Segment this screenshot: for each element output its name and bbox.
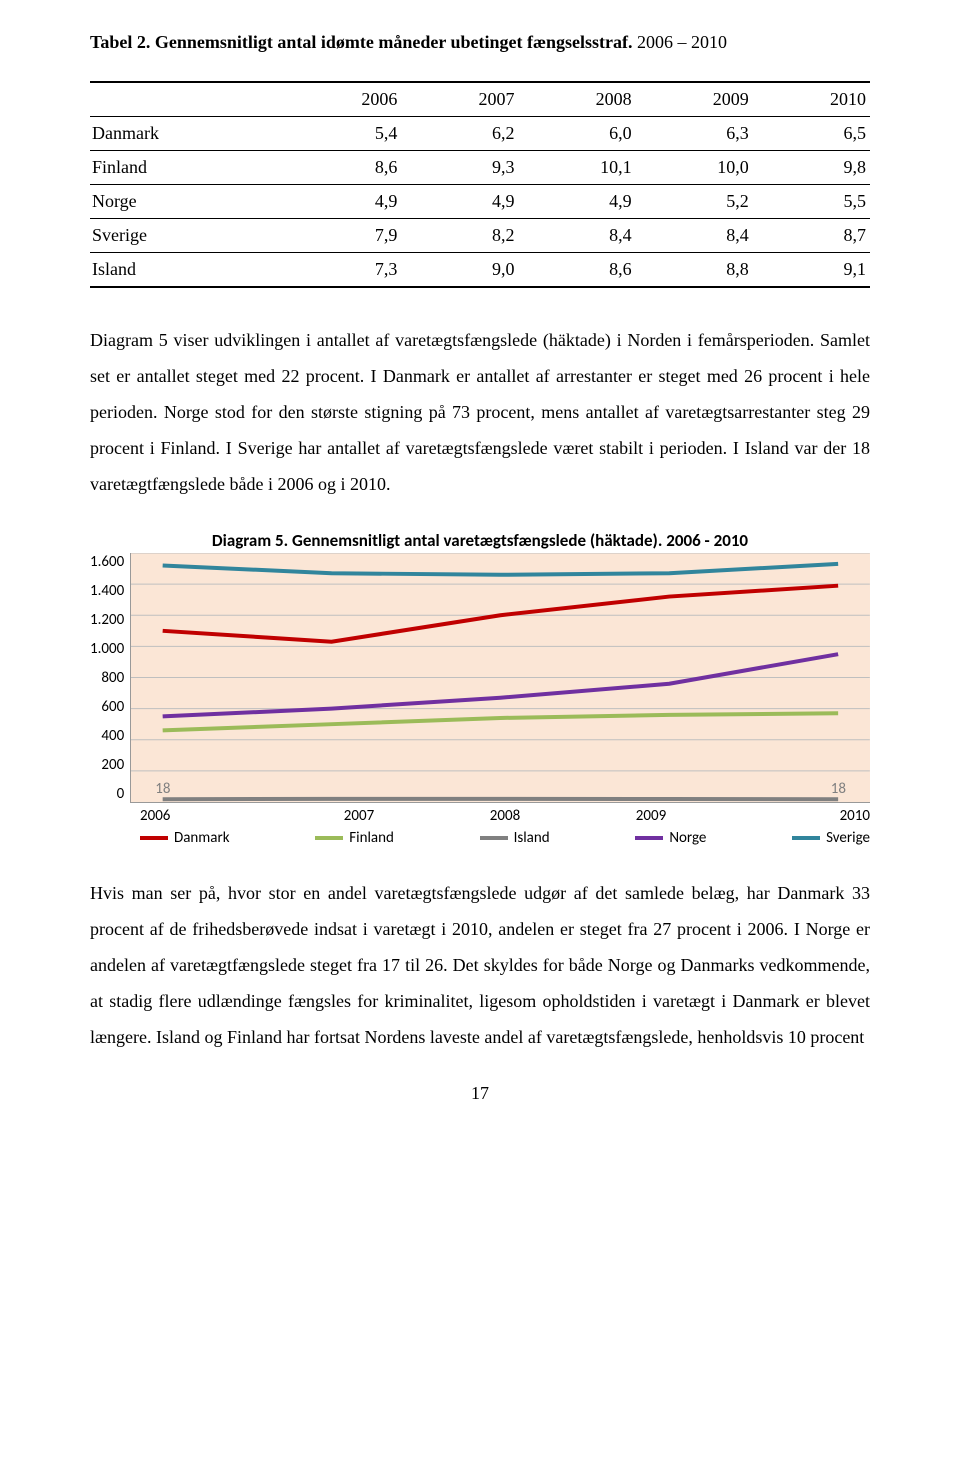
chart-series-norge [163,654,838,716]
chart-series-danmark [163,586,838,642]
page: Tabel 2. Gennemsnitligt antal idømte mån… [0,0,960,1144]
page-number: 17 [90,1083,870,1104]
table-header-cell: 2006 [284,82,401,117]
table-cell: 5,4 [284,117,401,151]
ytick-label: 1.400 [90,582,124,600]
table-cell: 7,9 [284,219,401,253]
xtick-label: 2009 [578,807,724,825]
table-cell: 10,0 [636,151,753,185]
table-cell: 8,6 [284,151,401,185]
table-row: Norge4,94,94,95,25,5 [90,185,870,219]
table-cell: Island [90,253,284,288]
legend-item: Danmark [140,829,230,847]
table-row: Danmark5,46,26,06,36,5 [90,117,870,151]
legend-swatch [635,836,663,840]
chart-series-finland [163,713,838,730]
table-cell: 9,1 [753,253,870,288]
table-cell: 6,5 [753,117,870,151]
chart: Diagram 5. Gennemsnitligt antal varetægt… [90,530,870,847]
table-cell: 7,3 [284,253,401,288]
table-cell: 8,6 [519,253,636,288]
table-cell: Sverige [90,219,284,253]
table-cell: 4,9 [519,185,636,219]
ytick-label: 200 [101,756,124,774]
table-header-cell: 2009 [636,82,753,117]
table-cell: 5,2 [636,185,753,219]
table-cell: 10,1 [519,151,636,185]
chart-plot-area: 1818 [130,553,870,803]
legend-item: Finland [315,829,394,847]
data-table: 20062007200820092010 Danmark5,46,26,06,3… [90,81,870,288]
legend-item: Island [480,829,550,847]
legend-item: Norge [635,829,706,847]
xtick-label: 2007 [286,807,432,825]
table-cell: 8,4 [636,219,753,253]
table-cell: 9,0 [401,253,518,288]
ytick-label: 1.000 [90,640,124,658]
table-title-bold: Tabel 2. Gennemsnitligt antal idømte mån… [90,32,633,52]
legend-label: Finland [349,829,394,847]
table-cell: 8,2 [401,219,518,253]
legend-swatch [315,836,343,840]
chart-xaxis: 20062007200820092010 [140,807,870,825]
table-cell: 8,8 [636,253,753,288]
paragraph-2: Hvis man ser på, hvor stor en andel vare… [90,875,870,1055]
chart-title: Diagram 5. Gennemsnitligt antal varetægt… [90,530,870,551]
xtick-label: 2010 [724,807,870,825]
ytick-label: 1.200 [90,611,124,629]
ytick-label: 1.600 [90,553,124,571]
table-cell: Finland [90,151,284,185]
legend-label: Danmark [174,829,230,847]
table-cell: 8,4 [519,219,636,253]
table-cell: Norge [90,185,284,219]
point-label: 18 [831,780,846,798]
chart-legend: Danmark Finland Island Norge Sverige [140,829,870,847]
table-cell: 4,9 [284,185,401,219]
table-row: Finland8,69,310,110,09,8 [90,151,870,185]
table-header-cell [90,82,284,117]
point-label: 18 [155,780,170,798]
ytick-label: 600 [101,698,124,716]
table-cell: 9,3 [401,151,518,185]
table-header-cell: 2010 [753,82,870,117]
table-cell: 5,5 [753,185,870,219]
legend-label: Island [514,829,550,847]
xtick-label: 2006 [140,807,286,825]
table-title: Tabel 2. Gennemsnitligt antal idømte mån… [90,30,870,55]
table-cell: 4,9 [401,185,518,219]
table-row: Sverige7,98,28,48,48,7 [90,219,870,253]
chart-yaxis: 1.600 1.400 1.200 1.000 800 600 400 200 0 [90,553,130,803]
table-row: Island7,39,08,68,89,1 [90,253,870,288]
xtick-label: 2008 [432,807,578,825]
table-cell: 8,7 [753,219,870,253]
legend-label: Norge [669,829,706,847]
ytick-label: 800 [101,669,124,687]
ytick-label: 0 [117,785,125,803]
legend-label: Sverige [826,829,870,847]
table-cell: 6,3 [636,117,753,151]
chart-series-sverige [163,564,838,575]
legend-swatch [792,836,820,840]
legend-swatch [140,836,168,840]
paragraph-1: Diagram 5 viser udviklingen i antallet a… [90,322,870,502]
table-header-cell: 2008 [519,82,636,117]
table-title-rest: 2006 – 2010 [633,32,728,52]
legend-swatch [480,836,508,840]
table-header-cell: 2007 [401,82,518,117]
table-cell: Danmark [90,117,284,151]
table-cell: 6,2 [401,117,518,151]
table-cell: 6,0 [519,117,636,151]
legend-item: Sverige [792,829,870,847]
ytick-label: 400 [101,727,124,745]
table-cell: 9,8 [753,151,870,185]
